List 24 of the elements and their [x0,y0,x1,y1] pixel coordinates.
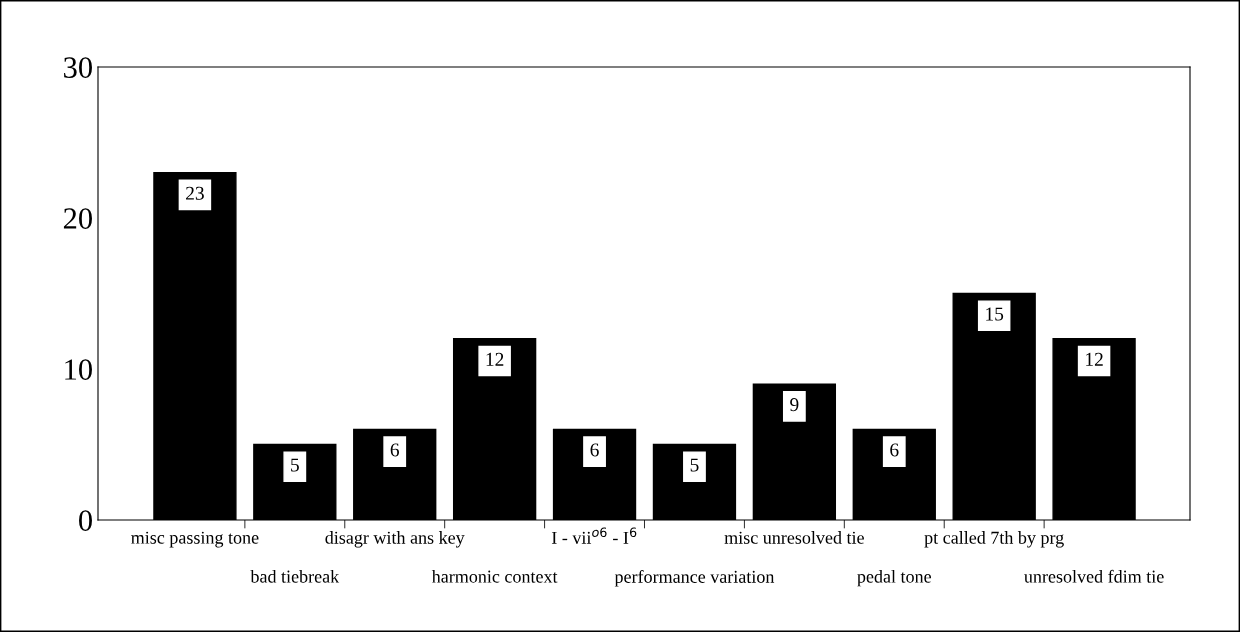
x-tick-label: disagr with ans key [325,531,465,548]
y-tick-label: 30 [64,57,92,78]
y-tick-label: 0 [79,510,92,531]
data-label: 9 [790,398,799,412]
data-label: 6 [390,443,400,457]
y-tick-label: 20 [63,208,92,229]
x-tick-label: performance variation [614,570,775,587]
y-tick-label: 10 [65,359,92,380]
x-tick-label: pt called 7th by prg [924,531,1064,548]
data-label: 6 [890,443,899,457]
x-tick-label: misc unresolved tie [724,531,864,544]
data-label: 5 [690,458,699,472]
data-label: 5 [291,458,299,472]
x-tick-label: harmonic context [431,570,558,583]
x-tick-label: I - vii$^{o6}$ - I$^{6}$ [551,527,637,544]
x-tick-label: misc passing tone [131,531,259,548]
data-label: 15 [986,307,1004,321]
x-tick-label: bad tiebreak [250,570,340,583]
data-label: 23 [186,186,204,200]
data-label: 12 [1086,352,1103,366]
data-label: 12 [486,352,504,366]
x-tick-label: unresolved fdim tie [1024,569,1164,583]
data-label: 6 [590,443,599,457]
x-tick-label: pedal tone [857,570,931,587]
